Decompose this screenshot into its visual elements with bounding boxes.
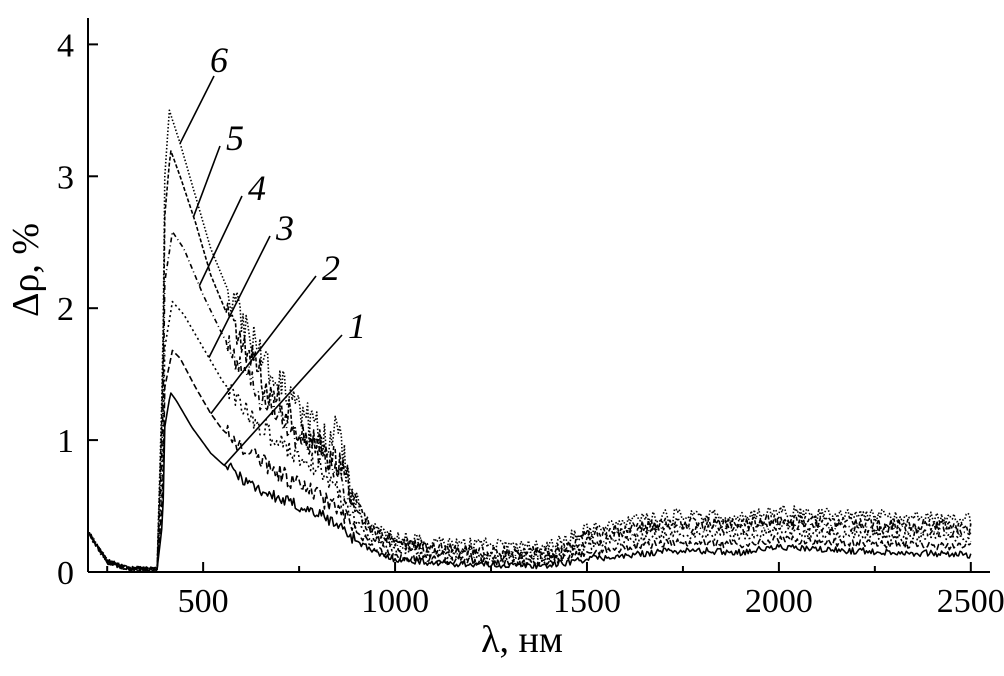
- y-tick-label: 3: [57, 159, 74, 196]
- y-tick-label: 4: [57, 27, 74, 64]
- x-tick-label: 2500: [937, 583, 1004, 620]
- leader-line-6: [179, 75, 215, 144]
- series-label-6: 6: [210, 40, 228, 80]
- series-line-6: [87, 109, 972, 572]
- x-tick-label: 2000: [745, 583, 813, 620]
- plot-area: [87, 109, 972, 573]
- leader-line-1: [223, 334, 343, 466]
- series-label-2: 2: [322, 248, 340, 288]
- x-tick-label: 1500: [553, 583, 621, 620]
- series-label-4: 4: [248, 168, 266, 208]
- series-line-4: [87, 230, 972, 573]
- series-line-2: [87, 349, 972, 572]
- x-tick-label: 1000: [361, 583, 429, 620]
- leader-line-2: [210, 275, 317, 415]
- series-label-3: 3: [275, 208, 294, 248]
- x-tick-label: 500: [178, 583, 229, 620]
- y-tick-label: 2: [57, 291, 74, 328]
- series-line-5: [87, 150, 972, 573]
- series-label-1: 1: [348, 306, 366, 346]
- leader-line-3: [208, 235, 271, 359]
- series-line-3: [87, 300, 972, 573]
- x-axis-title: λ, нм: [481, 619, 563, 661]
- series-line-1: [87, 392, 972, 573]
- y-tick-label: 0: [57, 555, 74, 592]
- y-tick-label: 1: [57, 423, 74, 460]
- leader-line-5: [192, 145, 221, 217]
- y-axis-title: Δρ, %: [5, 223, 47, 317]
- series-label-5: 5: [226, 118, 244, 158]
- leader-line-4: [198, 195, 243, 287]
